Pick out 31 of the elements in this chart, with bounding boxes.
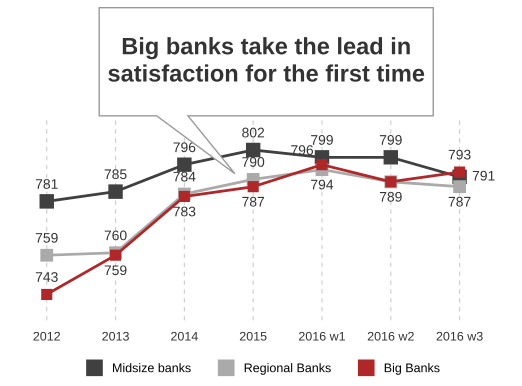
data-label: 793: [448, 150, 471, 160]
x-tick-label: 2013: [102, 332, 129, 341]
x-tick-label: 2012: [33, 332, 60, 341]
legend-label: Midsize banks: [113, 363, 191, 372]
data-label: 790: [242, 157, 264, 167]
data-label: 785: [104, 169, 127, 180]
data-label: 802: [242, 128, 264, 138]
legend-label: Regional Banks: [244, 363, 331, 375]
data-label: 789: [380, 192, 402, 202]
data-label: 796: [291, 145, 314, 155]
data-label: 799: [380, 135, 402, 145]
data-label: 783: [173, 206, 196, 216]
x-tick-label: 2016 w1: [298, 332, 345, 341]
data-label: 784: [173, 172, 196, 182]
legend-label: Big Banks: [384, 363, 440, 375]
x-tick-label: 2016 w2: [368, 332, 414, 341]
data-label: 781: [36, 179, 58, 189]
data-label: 799: [311, 135, 333, 145]
data-label: 759: [36, 232, 58, 243]
x-tick-label: 2016 w3: [436, 332, 483, 341]
chart-title: Big banks take the lead in satisfaction for the first time: [108, 37, 424, 82]
x-tick-label: 2015: [240, 332, 267, 341]
data-label: 791: [472, 170, 495, 181]
data-label: 759: [104, 265, 126, 276]
data-label: 760: [104, 230, 127, 240]
data-label: 794: [311, 180, 334, 190]
x-tick-label: 2014: [171, 332, 198, 341]
data-label: 796: [173, 142, 196, 152]
data-label: 787: [448, 196, 470, 207]
data-label: 787: [242, 196, 264, 207]
data-label: 743: [36, 272, 58, 282]
